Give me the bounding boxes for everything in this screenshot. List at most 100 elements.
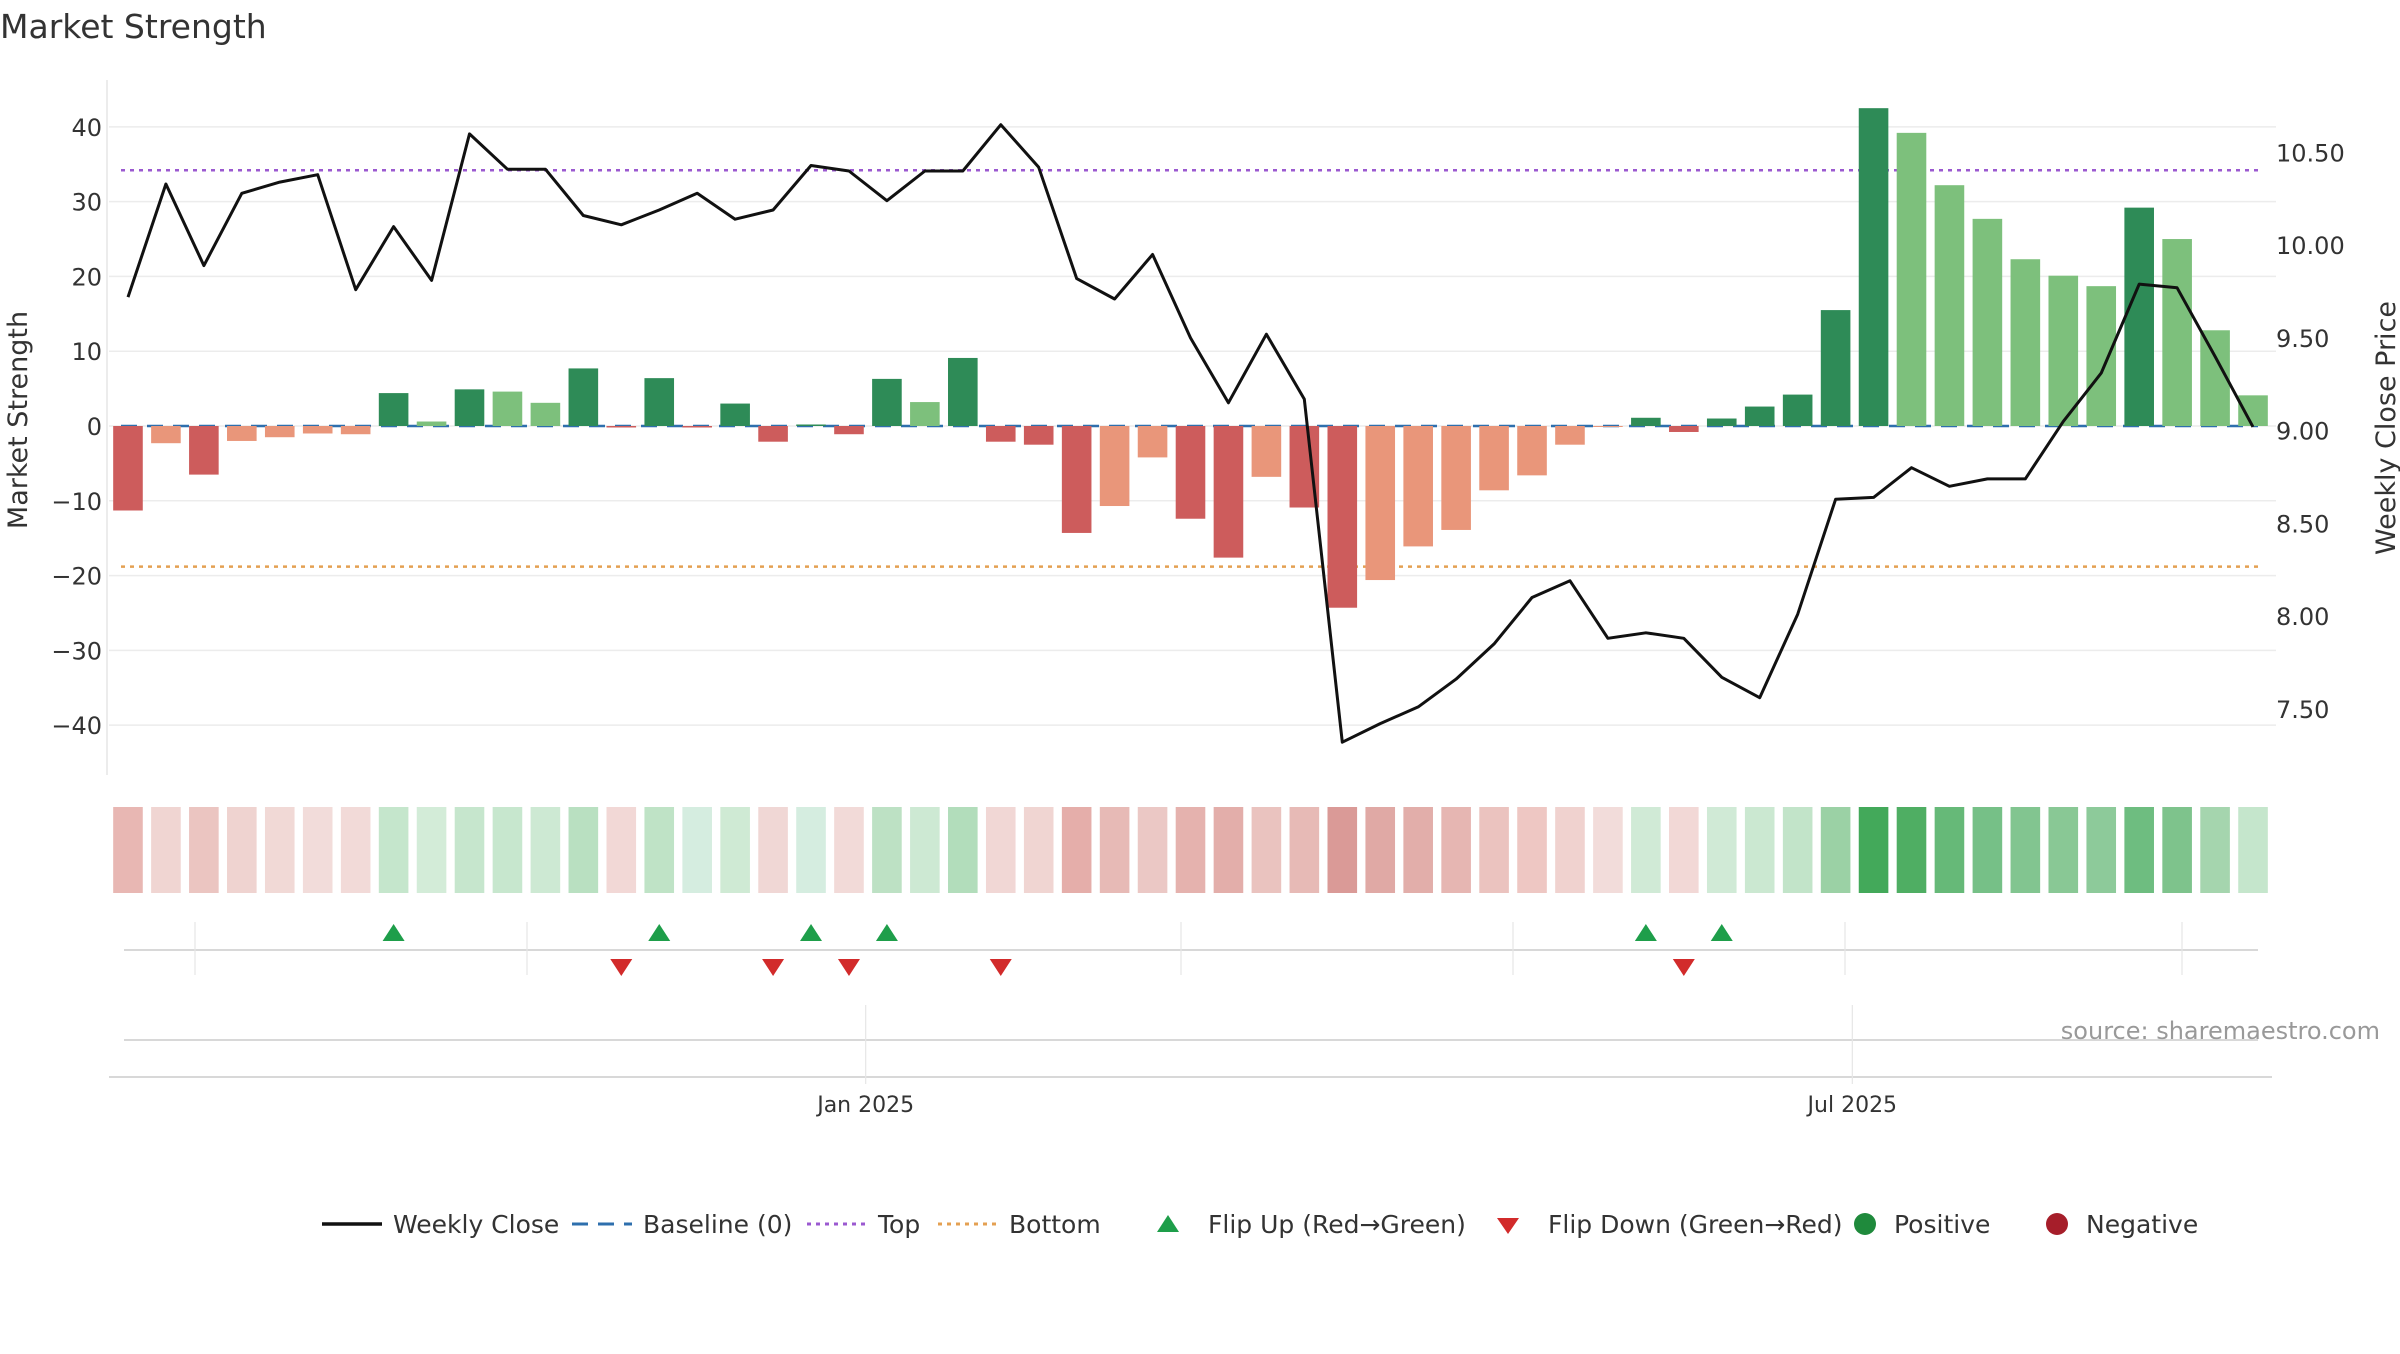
heat-cell [302, 807, 333, 893]
legend-label: Weekly Close [393, 1210, 559, 1239]
heat-cell [1593, 807, 1623, 893]
strength-bar [151, 426, 181, 444]
heat-cell [1934, 807, 1965, 893]
heat-cell [2200, 807, 2230, 893]
strength-bar [1099, 426, 1130, 507]
heat-cell [1289, 807, 1320, 893]
flip-up-marker [382, 924, 405, 941]
y2-tick-label: 8.00 [2276, 603, 2329, 631]
heat-cell [796, 807, 826, 893]
heat-cell [1631, 807, 1661, 893]
heat-cell [492, 807, 523, 893]
source-note: source: sharemaestro.com [2061, 1017, 2380, 1045]
strength-bar [302, 426, 333, 434]
heat-cell [1403, 807, 1433, 893]
heat-cell [1441, 807, 1471, 893]
strength-bar [340, 426, 371, 435]
strength-bar [1251, 426, 1282, 477]
strength-bar [492, 391, 523, 426]
strength-heat-strip [113, 807, 2268, 893]
heat-cell [1479, 807, 1509, 893]
strength-bar [1175, 426, 1206, 519]
y2-axis-label: Weekly Close Price [2371, 301, 2400, 555]
strength-bar [720, 403, 750, 426]
heat-cell [985, 807, 1016, 893]
flip-down-marker [1672, 959, 1695, 976]
heat-cell [189, 807, 219, 893]
strength-bar [568, 368, 599, 426]
y2-tick-label: 7.50 [2276, 696, 2329, 724]
heat-cell [454, 807, 485, 893]
strength-bar [1023, 426, 1054, 445]
heat-cell [720, 807, 750, 893]
strength-bar [1593, 426, 1623, 427]
x-tick-label: Jan 2025 [815, 1093, 914, 1118]
weekly-close-series [126, 123, 2255, 744]
strength-bar [1631, 417, 1661, 426]
flip-up-marker [875, 924, 898, 941]
strength-bar [948, 357, 978, 426]
heat-cell [416, 807, 447, 893]
strength-bar [682, 426, 712, 428]
heat-cell [1137, 807, 1168, 893]
strength-bar [872, 378, 902, 426]
strength-bar [530, 402, 561, 426]
strength-bar [113, 426, 143, 511]
heat-cell [113, 807, 143, 893]
y2-tick-label: 9.00 [2276, 418, 2329, 446]
strength-bar [834, 426, 864, 435]
heat-cell [1820, 807, 1851, 893]
y2-tick-label: 10.00 [2276, 232, 2345, 260]
heat-cell [530, 807, 561, 893]
heat-cell [2086, 807, 2117, 893]
heat-cell [606, 807, 637, 893]
y2-tick-label: 8.50 [2276, 510, 2329, 538]
strength-bar [2010, 259, 2041, 426]
y-tick-label: −10 [51, 488, 102, 516]
y-tick-label: −40 [51, 712, 102, 740]
strength-bar [1327, 426, 1358, 608]
y-tick-label: −20 [51, 563, 102, 591]
legend-swatch-circle [2046, 1213, 2068, 1235]
heat-cell [264, 807, 295, 893]
flip-up-marker [800, 924, 823, 941]
strength-bar [1403, 426, 1433, 547]
strength-bar [1820, 310, 1851, 426]
strength-bar [1706, 418, 1737, 426]
flip-up-marker [1710, 924, 1733, 941]
flip-down-marker [610, 959, 633, 976]
strength-bar [1213, 426, 1244, 558]
heat-cell [2238, 807, 2268, 893]
strength-bar [1669, 426, 1699, 432]
heat-cell [1744, 807, 1775, 893]
heat-cell [1517, 807, 1547, 893]
legend-label: Negative [2086, 1210, 2198, 1239]
heat-cell [682, 807, 712, 893]
heat-cell [568, 807, 599, 893]
y-tick-label: −30 [51, 637, 102, 665]
y-tick-label: 20 [71, 263, 102, 291]
heat-cell [2010, 807, 2041, 893]
legend: Weekly Close Baseline (0) Top Bottom Flip Up… [322, 1210, 2198, 1239]
heat-cell [1782, 807, 1813, 893]
strength-bar [758, 426, 788, 442]
heat-cell [834, 807, 864, 893]
strength-bar [1137, 426, 1168, 458]
y2-axis-ticks: 10.50 10.00 9.50 9.00 8.50 8.00 7.50 [2276, 139, 2345, 723]
heat-cell [1061, 807, 1092, 893]
legend-swatch-flip-down [1497, 1218, 1519, 1234]
heat-cell [2048, 807, 2079, 893]
strength-bar [416, 421, 447, 426]
weekly-close-line [126, 123, 2255, 744]
heat-cell [340, 807, 371, 893]
strength-bar [2200, 330, 2230, 426]
y-axis-ticks: 40 30 20 10 0 −10 −20 −30 −40 [51, 114, 102, 740]
heat-cell [1365, 807, 1396, 893]
strength-bar [2048, 275, 2079, 426]
heat-cell [872, 807, 902, 893]
y2-tick-label: 10.50 [2276, 139, 2345, 167]
heat-cell [758, 807, 788, 893]
heat-cell [1972, 807, 2003, 893]
x-tick-label: Jul 2025 [1806, 1093, 1898, 1118]
strength-bar [644, 378, 675, 426]
